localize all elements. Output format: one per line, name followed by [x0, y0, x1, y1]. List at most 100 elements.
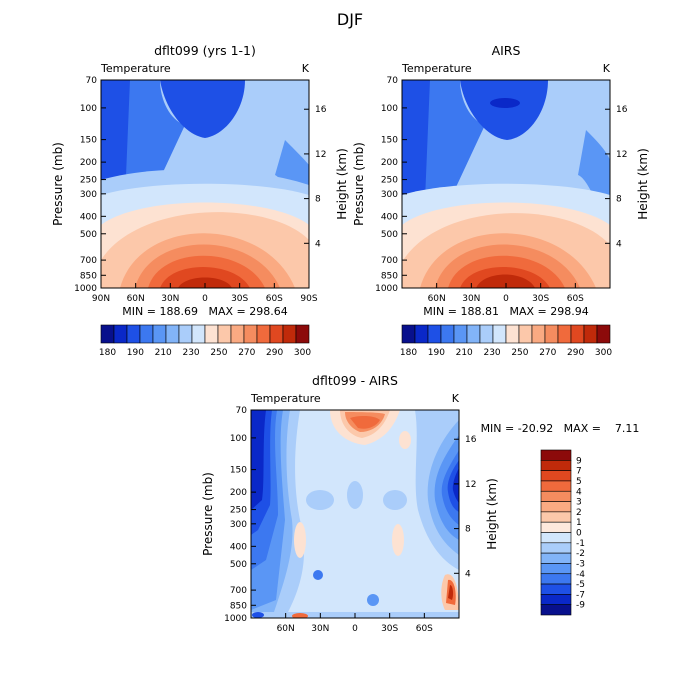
colorbar-swatch — [540, 521, 572, 533]
colorbar-swatch — [540, 480, 572, 492]
colorbar-swatch — [540, 532, 572, 544]
colorbar-swatch — [100, 324, 115, 344]
colorbar-swatch — [540, 552, 572, 564]
colorbar-swatch — [596, 324, 611, 344]
colorbar-swatch — [540, 542, 572, 554]
height-tick-label: 8 — [315, 195, 321, 205]
height-tick-label: 8 — [465, 525, 471, 535]
pressure-tick-label: 200 — [381, 158, 398, 168]
pressure-tick-label: 1000 — [375, 284, 398, 294]
pressure-tick-label: 150 — [381, 136, 398, 146]
panel-obs: AIRS Temperature K 70 100 150 200 250 300 400 5… — [352, 43, 650, 318]
height-tick-label: 12 — [465, 480, 476, 490]
panel-obs-y2label: Height (km) — [636, 148, 650, 219]
height-tick-label: 4 — [616, 239, 622, 249]
pressure-tick-label: 200 — [80, 158, 97, 168]
latitude-tick-label: 90S — [300, 294, 317, 304]
panel-obs-pressure-ticks: 70 100 150 200 250 300 400 500 700 850 1000 — [375, 76, 407, 294]
colorbar-swatch — [230, 324, 245, 344]
colorbar-label: 9 — [576, 456, 582, 466]
latitude-tick-label: 30N — [161, 294, 179, 304]
colorbar-label: 230 — [483, 348, 500, 358]
colorbar-swatch — [540, 594, 572, 605]
colorbar-swatch — [518, 324, 533, 344]
colorbar-label: -4 — [576, 570, 585, 580]
panel-model-pressure-ticks: 70 100 150 200 250 300 400 500 700 850 1000 — [74, 76, 106, 294]
colorbar-label: 270 — [238, 348, 255, 358]
colorbar-label: 290 — [567, 348, 584, 358]
latitude-tick-label: 30N — [462, 294, 480, 304]
colorbar-swatch — [540, 573, 572, 585]
colorbar-swatch — [505, 324, 520, 344]
colorbar-swatch — [126, 324, 141, 344]
colorbar-label: -1 — [576, 539, 585, 549]
colorbar-swatch — [540, 604, 572, 616]
colorbar-label: 5 — [576, 477, 582, 487]
pressure-tick-label: 400 — [230, 542, 247, 552]
latitude-tick-label: 0 — [352, 624, 358, 634]
panel-obs-latitude-ticks: 60N 30N 0 30S 60S — [428, 283, 584, 304]
height-tick-label: 8 — [616, 195, 622, 205]
colorbar-swatch — [540, 583, 572, 595]
colorbar-label: -7 — [576, 590, 585, 600]
latitude-tick-label: 30S — [381, 624, 398, 634]
panel-difference-field — [251, 410, 459, 618]
colorbar-swatch — [295, 324, 310, 344]
pressure-tick-label: 250 — [230, 506, 247, 516]
colorbar-label: 290 — [266, 348, 283, 358]
colorbar-label: 250 — [210, 348, 227, 358]
panel-difference-units-label: K — [452, 392, 460, 405]
pressure-tick-label: 1000 — [74, 284, 97, 294]
colorbar-swatch — [540, 449, 572, 461]
pressure-tick-label: 500 — [230, 560, 247, 570]
colorbar-swatch — [583, 324, 598, 344]
height-tick-label: 12 — [315, 150, 326, 160]
colorbar-swatch — [540, 563, 572, 575]
panel-difference-variable-label: Temperature — [250, 392, 321, 405]
colorbar-swatch — [282, 324, 297, 344]
pressure-tick-label: 150 — [80, 136, 97, 146]
panel-obs-stats: MIN = 188.81 MAX = 298.94 — [423, 305, 588, 318]
pressure-tick-label: 250 — [80, 176, 97, 186]
height-tick-label: 4 — [465, 569, 471, 579]
latitude-tick-label: 30S — [532, 294, 549, 304]
panel-difference-title: dflt099 - AIRS — [312, 373, 398, 388]
colorbar-swatch — [269, 324, 284, 344]
latitude-tick-label: 0 — [202, 294, 208, 304]
colorbar-label: 180 — [99, 348, 116, 358]
height-tick-label: 16 — [616, 105, 628, 115]
pressure-tick-label: 70 — [236, 406, 248, 416]
colorbar-swatch — [557, 324, 572, 344]
latitude-tick-label: 60S — [567, 294, 584, 304]
pressure-tick-label: 850 — [230, 601, 247, 611]
panel-model-units-label: K — [302, 62, 310, 75]
colorbar-label: 230 — [182, 348, 199, 358]
pressure-tick-label: 300 — [381, 190, 398, 200]
colorbar-swatch — [217, 324, 232, 344]
colorbar-label: 7 — [576, 467, 582, 477]
pressure-tick-label: 70 — [387, 76, 399, 86]
panel-model-height-ticks: 4 8 12 16 — [304, 105, 327, 249]
panel-difference-height-ticks: 4 8 12 16 — [454, 435, 477, 579]
panel-difference-stats: MIN = -20.92 MAX = 7.11 — [481, 422, 640, 435]
pressure-tick-label: 500 — [381, 230, 398, 240]
panel-model-latitude-ticks: 90N 60N 30N 0 30S 60S 90S — [92, 283, 318, 304]
pressure-tick-label: 300 — [80, 190, 97, 200]
colorbar-label: 1 — [576, 518, 582, 528]
pressure-tick-label: 400 — [381, 212, 398, 222]
height-tick-label: 4 — [315, 239, 321, 249]
colorbar-swatch — [540, 460, 572, 471]
colorbar-swatch — [453, 324, 468, 344]
colorbar-label: 210 — [155, 348, 172, 358]
pressure-tick-label: 150 — [230, 466, 247, 476]
colorbar-label: -5 — [576, 580, 585, 590]
colorbar-swatch — [544, 324, 559, 344]
colorbar-swatch — [540, 490, 572, 502]
colorbar-label: 300 — [595, 348, 612, 358]
latitude-tick-label: 0 — [503, 294, 509, 304]
pressure-tick-label: 100 — [80, 104, 97, 114]
pressure-tick-label: 250 — [381, 176, 398, 186]
colorbar-swatch — [540, 501, 572, 513]
